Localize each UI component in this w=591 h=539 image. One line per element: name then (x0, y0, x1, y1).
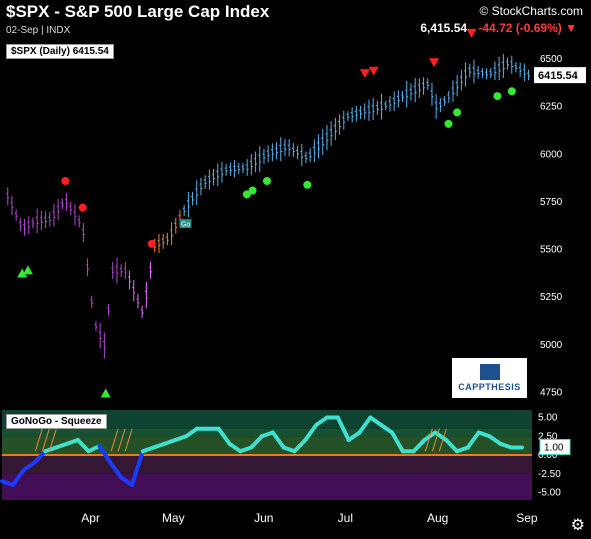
squeeze-grid-line (41, 428, 50, 452)
oscillator-segment (411, 438, 427, 454)
green-up-triangle-marker (22, 265, 33, 275)
oscillator-segment (108, 460, 124, 480)
oscillator-segment (32, 449, 48, 465)
oscillator-segment (465, 430, 481, 450)
oscillator-segment (75, 438, 91, 454)
indicator-tag-box (539, 439, 571, 455)
oscillator-segment (433, 430, 449, 442)
price-tick-label: 6250 (540, 102, 563, 113)
indicator-tick-label: -2.50 (538, 469, 561, 480)
squeeze-grid-line (124, 428, 133, 452)
indicator-band-2 (2, 436, 532, 455)
squeeze-grid-line (48, 428, 57, 452)
oscillator-segment (444, 438, 459, 454)
oscillator-segment (10, 468, 26, 487)
red-dot-marker (61, 176, 70, 185)
oscillator-segment (314, 415, 329, 427)
oscillator-segment (487, 434, 503, 446)
logo-wordmark: CAPPTHESIS (458, 382, 521, 392)
last-price: 6,415.54 (420, 21, 468, 35)
quote-bar: 6,415.54 -44.72 (-0.69%) ▼ (420, 21, 577, 35)
green-dot-marker (248, 186, 257, 195)
go-label: Go (181, 222, 190, 229)
oscillator-segment (390, 430, 405, 454)
oscillator-segment (357, 415, 373, 435)
green-dot-marker (303, 180, 312, 189)
oscillator-segment (216, 426, 232, 446)
indicator-tick-label: 0.00 (538, 450, 558, 461)
oscillator-segment (292, 438, 308, 454)
x-tick-label: Aug (427, 511, 448, 525)
chart-subtitle: 02-Sep | INDX (6, 25, 71, 36)
x-tick-label: Sep (516, 511, 538, 525)
oscillator-segment (379, 423, 394, 435)
x-tick-label: Apr (81, 511, 100, 525)
squeeze-grid-line (424, 428, 433, 452)
red-down-triangle-marker (368, 66, 379, 76)
price-tick-label: 5250 (540, 292, 563, 303)
oscillator-segment (270, 430, 286, 450)
green-dot-marker (263, 176, 271, 185)
price-change: -44.72 (-0.69%) (478, 21, 562, 35)
oscillator-segment (368, 415, 384, 427)
price-tick-label: 5750 (540, 197, 563, 208)
oscillator-segment (346, 430, 362, 442)
price-tick-label: 5000 (540, 340, 563, 351)
brand-label[interactable]: © StockCharts.com (479, 4, 583, 18)
green-up-triangle-marker (17, 268, 28, 278)
gear-icon[interactable]: ⚙ (570, 517, 585, 534)
capp-thesis-logo: CAPPTHESIS (452, 358, 527, 398)
indicator-tick-label: 5.00 (538, 413, 558, 424)
red-down-triangle-marker (466, 28, 477, 38)
price-legend: $SPX (Daily) 6415.54 (6, 44, 114, 59)
indicator-tick-label: -5.00 (538, 488, 561, 499)
indicator-tick-label: 2.50 (538, 431, 558, 442)
logo-mark-icon (479, 364, 500, 380)
oscillator-segment (335, 415, 351, 442)
x-tick-label: Jul (338, 511, 353, 525)
squeeze-grid-line (117, 428, 126, 452)
indicator-legend: GoNoGo - Squeeze (6, 414, 107, 429)
indicator-band-4 (2, 473, 532, 500)
x-tick-label: May (162, 511, 185, 525)
squeeze-grid-line (431, 428, 440, 452)
oscillator-segment (184, 426, 199, 439)
oscillator-segment (119, 475, 134, 487)
red-dot-marker (147, 239, 156, 248)
indicator-band-3 (2, 455, 532, 474)
indicator-band-0 (2, 410, 532, 429)
chart-title: $SPX - S&P 500 Large Cap Index (6, 2, 270, 21)
green-dot-marker (444, 119, 453, 128)
green-up-triangle-marker (100, 388, 111, 398)
red-down-triangle-marker (359, 69, 370, 79)
indicator-tag-label: 1.00 (544, 443, 564, 454)
oscillator-segment (130, 449, 145, 487)
green-dot-marker (453, 108, 462, 117)
price-tick-label: 6500 (540, 54, 563, 65)
green-dot-marker (242, 190, 251, 199)
price-tick-label: 4750 (540, 387, 563, 398)
price-tick-label: 5500 (540, 245, 563, 256)
squeeze-grid-line (438, 428, 447, 452)
green-dot-marker (493, 92, 502, 101)
oscillator-segment (249, 434, 264, 450)
price-tag-box (534, 67, 586, 84)
green-dot-marker (507, 87, 516, 96)
change-down-icon: ▼ (565, 21, 577, 35)
oscillator-segment (86, 444, 102, 454)
oscillator-segment (227, 441, 243, 454)
oscillator-segment (303, 423, 319, 442)
x-tick-label: Jun (254, 511, 273, 525)
price-tag-label: 6415.54 (538, 70, 579, 82)
price-tick-label: 6000 (540, 149, 563, 160)
squeeze-grid-line (110, 428, 119, 452)
red-down-triangle-marker (429, 58, 440, 68)
red-dot-marker (78, 203, 87, 212)
oscillator-segment (97, 444, 113, 465)
go-label-box (179, 219, 192, 229)
squeeze-grid-line (34, 428, 43, 452)
oscillator-segment (21, 460, 37, 472)
